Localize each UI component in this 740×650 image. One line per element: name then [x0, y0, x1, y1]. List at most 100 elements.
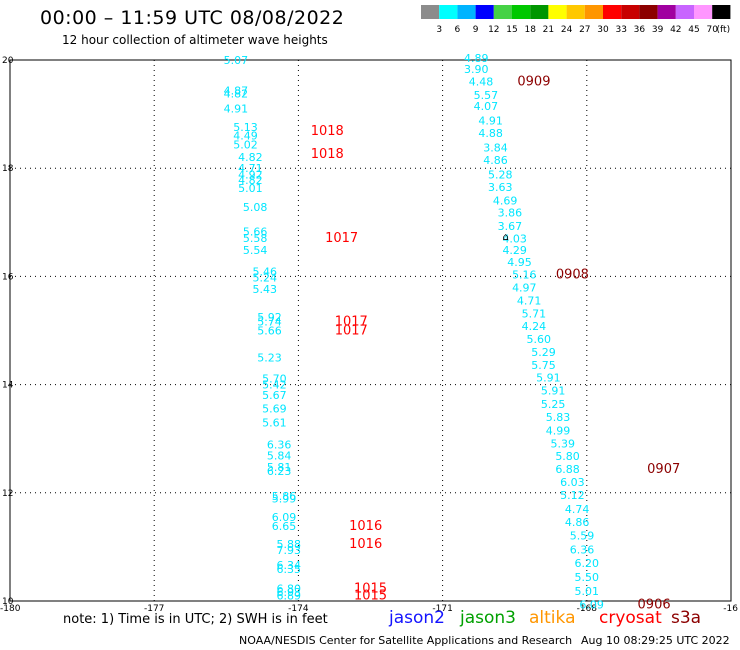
wave-height-label: 4.74 — [565, 503, 590, 516]
wave-height-label: 4.97 — [512, 282, 537, 295]
page-title: 00:00 – 11:59 UTC 08/08/2022 — [40, 7, 345, 29]
wave-height-label: 4.49 — [233, 130, 258, 143]
colorbar-label: 30 — [597, 25, 609, 35]
colorbar-swatch — [457, 5, 476, 19]
series-track_west: 5.074.874.824.915.134.495.024.824.714.92… — [224, 54, 301, 603]
colorbar-label: (ft) — [717, 25, 731, 35]
wave-height-label: 5.43 — [253, 283, 278, 296]
pass-time-label: 1016 — [349, 537, 382, 552]
pass-time-label: 1017 — [335, 315, 368, 330]
x-tick-label: -174 — [288, 604, 309, 614]
wave-height-label: 4.03 — [502, 232, 527, 245]
wave-height-label: 5.71 — [522, 308, 547, 321]
wave-height-label: 4.88 — [478, 127, 503, 140]
wave-height-label: 5.58 — [243, 232, 268, 245]
colorbar-label: 27 — [579, 25, 590, 35]
colorbar-swatch — [694, 5, 713, 19]
wave-height-label: 5.42 — [262, 378, 287, 391]
mission-jason2: jason2 — [389, 608, 445, 628]
time-labels: 1018101810171017101710161016101510150909… — [311, 74, 681, 612]
wave-height-label: 3.90 — [464, 63, 489, 76]
wave-height-label: 5.91 — [536, 371, 561, 384]
wave-height-label: 6.88 — [555, 463, 580, 476]
y-tick-label: 20 — [2, 56, 14, 66]
wave-height-label: 4.99 — [546, 424, 571, 437]
wave-height-label: 5.84 — [267, 449, 292, 462]
wave-height-label: 5.74 — [257, 316, 282, 329]
wave-height-label: 4.82 — [238, 151, 263, 164]
wave-height-label: 5.57 — [474, 89, 499, 102]
wave-height-label: 5.81 — [267, 461, 292, 474]
wave-height-label: 6.09 — [579, 599, 604, 612]
wave-height-label: 5.12 — [560, 489, 585, 502]
wave-height-label: 5.25 — [541, 398, 566, 411]
colorbar-swatch — [421, 5, 440, 19]
wave-height-label: 6.65 — [272, 520, 297, 533]
colorbar-label: 12 — [488, 25, 499, 35]
colorbar-swatch — [439, 5, 458, 19]
wave-height-label: 5.60 — [526, 333, 551, 346]
wave-height-label: 4.91 — [224, 102, 249, 115]
y-tick-label: 16 — [2, 272, 14, 282]
plot-grid — [9, 59, 732, 602]
colorbar-swatch — [548, 5, 567, 19]
station-marker-icon: ⌂ — [503, 232, 509, 243]
wave-height-label: 5.07 — [224, 54, 249, 67]
color-legend: 3 6 9 12 15 18 21 24 27 30 33 36 39 42 45 70(ft) — [421, 5, 731, 35]
wave-height-label: 4.48 — [469, 75, 494, 88]
wave-height-label: 4.86 — [565, 516, 590, 529]
colorbar-swatch — [566, 5, 585, 19]
y-tick-label: 10 — [2, 597, 14, 607]
wave-height-label: 5.23 — [257, 351, 282, 364]
colorbar-swatch — [712, 5, 731, 19]
wave-height-label: 4.86 — [483, 154, 508, 167]
colorbar-label: 33 — [615, 25, 626, 35]
wave-height-label: 6.23 — [267, 465, 292, 478]
wave-height-label: 4.82 — [238, 174, 263, 187]
pass-time-label: 1015 — [354, 588, 387, 603]
colorbar-swatch — [639, 5, 658, 19]
colorbar-label: 6 — [455, 25, 461, 35]
colorbar-label: 9 — [473, 25, 479, 35]
mission-altika: altika — [529, 608, 576, 628]
wave-height-label: 3.86 — [498, 206, 523, 219]
wave-height-label: 5.01 — [238, 182, 263, 195]
x-tick-label: -171 — [432, 604, 452, 614]
mission-jason3: jason3 — [460, 608, 516, 628]
pass-time-label: 0906 — [638, 598, 671, 613]
wave-height-label: 4.82 — [224, 87, 249, 100]
colorbar-label: 36 — [634, 25, 646, 35]
colorbar-label: 24 — [561, 25, 573, 35]
x-tick-label: -168 — [577, 604, 598, 614]
wave-height-label: 6.80 — [277, 582, 302, 595]
wave-height-label: 5.29 — [531, 346, 556, 359]
wave-height-label: 5.80 — [555, 450, 580, 463]
colorbar-swatch — [621, 5, 640, 19]
colorbar-swatch — [675, 5, 694, 19]
x-tick-label: -180 — [0, 604, 21, 614]
wave-height-label: 6.36 — [570, 543, 595, 556]
wave-height-label: 4.92 — [238, 168, 263, 181]
wave-height-label: 5.69 — [262, 403, 287, 416]
y-tick-label: 18 — [2, 164, 14, 174]
wave-height-label: 4.71 — [517, 295, 542, 308]
wave-height-label: 6.20 — [575, 557, 600, 570]
wave-height-label: 5.66 — [243, 225, 268, 238]
wave-height-label: 5.67 — [262, 389, 287, 402]
pass-time-label: 1017 — [325, 231, 358, 246]
wave-height-label: 4.71 — [238, 162, 263, 175]
wave-height-label: 5.61 — [262, 416, 287, 429]
wave-height-label: 6.36 — [267, 438, 292, 451]
wave-height-label: 3.84 — [483, 141, 508, 154]
colorbar-label: 39 — [652, 25, 664, 35]
wave-height-label: 4.69 — [493, 194, 518, 207]
footer-timestamp: Aug 10 08:29:25 UTC 2022 — [581, 634, 730, 647]
wave-height-label: 5.70 — [262, 372, 287, 385]
wave-height-label: 5.88 — [277, 538, 302, 551]
wave-height-label: 5.92 — [257, 311, 282, 324]
wave-height-label: 5.75 — [531, 359, 556, 372]
page-subtitle: 12 hour collection of altimeter wave hei… — [62, 33, 328, 47]
pass-time-label: 1015 — [354, 581, 387, 596]
wave-height-label: 3.67 — [498, 220, 523, 233]
wave-height-label: 7.93 — [277, 544, 302, 557]
